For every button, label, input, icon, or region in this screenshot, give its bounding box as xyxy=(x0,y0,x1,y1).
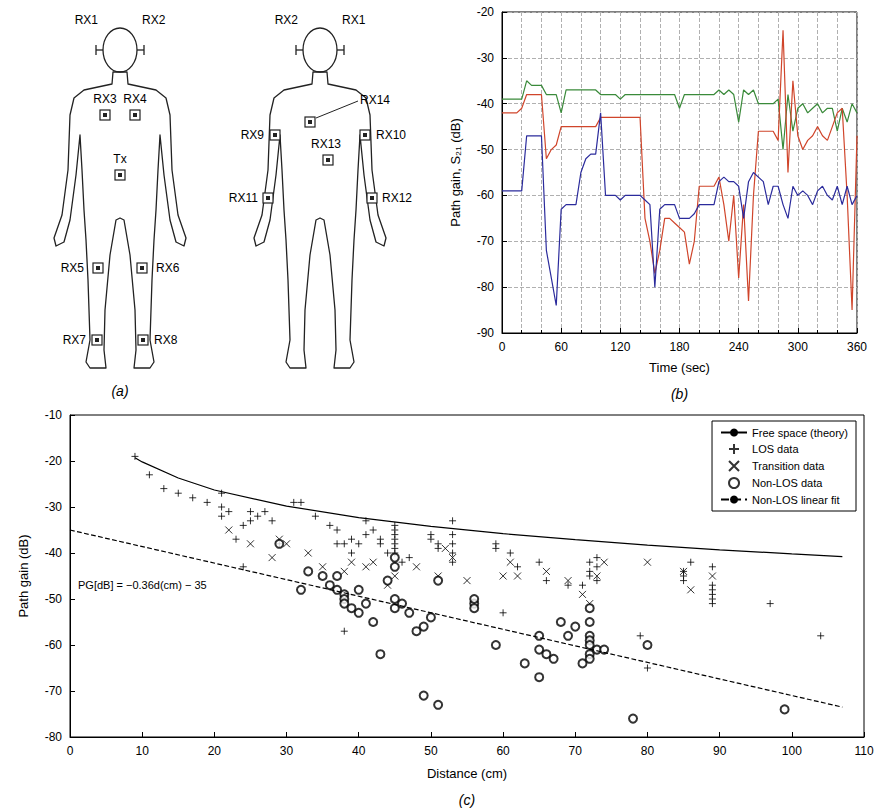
svg-text:-20: -20 xyxy=(45,454,63,468)
svg-text:RX1: RX1 xyxy=(75,13,99,27)
svg-text:50: 50 xyxy=(424,744,438,758)
svg-text:240: 240 xyxy=(729,340,749,354)
svg-text:-40: -40 xyxy=(45,546,63,560)
svg-text:90: 90 xyxy=(713,744,727,758)
svg-text:RX6: RX6 xyxy=(156,261,180,275)
svg-text:40: 40 xyxy=(352,744,366,758)
svg-text:110: 110 xyxy=(854,744,873,758)
svg-text:RX14: RX14 xyxy=(360,93,390,107)
svg-text:-60: -60 xyxy=(477,188,495,202)
svg-text:300: 300 xyxy=(788,340,808,354)
svg-text:RX7: RX7 xyxy=(63,333,87,347)
svg-text:10: 10 xyxy=(136,744,150,758)
svg-text:-80: -80 xyxy=(477,280,495,294)
svg-text:-70: -70 xyxy=(477,234,495,248)
svg-text:-30: -30 xyxy=(477,51,495,65)
svg-text:-90: -90 xyxy=(477,326,495,340)
svg-text:RX10: RX10 xyxy=(376,128,406,142)
svg-text:RX9: RX9 xyxy=(241,128,265,142)
svg-text:60: 60 xyxy=(496,744,510,758)
svg-text:-20: -20 xyxy=(477,5,495,19)
svg-text:100: 100 xyxy=(782,744,802,758)
svg-text:-50: -50 xyxy=(477,143,495,157)
svg-text:-60: -60 xyxy=(45,638,63,652)
svg-text:(a): (a) xyxy=(111,383,128,399)
svg-text:Tx: Tx xyxy=(113,152,126,166)
svg-text:RX8: RX8 xyxy=(154,333,178,347)
svg-text:-70: -70 xyxy=(45,684,63,698)
svg-text:RX11: RX11 xyxy=(229,191,258,205)
svg-text:RX2: RX2 xyxy=(275,13,299,27)
svg-text:-80: -80 xyxy=(45,730,63,744)
svg-text:RX12: RX12 xyxy=(382,191,412,205)
svg-text:Non-LOS data: Non-LOS data xyxy=(752,477,823,489)
svg-text:RX1: RX1 xyxy=(342,13,366,27)
svg-text:-30: -30 xyxy=(45,500,63,514)
svg-text:RX2: RX2 xyxy=(142,13,166,27)
svg-text:-50: -50 xyxy=(45,592,63,606)
svg-text:360: 360 xyxy=(847,340,867,354)
svg-text:Transition data: Transition data xyxy=(752,460,825,472)
svg-text:180: 180 xyxy=(669,340,689,354)
svg-text:0: 0 xyxy=(499,340,506,354)
svg-text:120: 120 xyxy=(610,340,630,354)
svg-text:Free space (theory): Free space (theory) xyxy=(752,427,848,439)
svg-text:RX5: RX5 xyxy=(61,261,85,275)
svg-text:RX13: RX13 xyxy=(311,137,341,151)
svg-text:LOS data: LOS data xyxy=(752,443,799,455)
svg-text:Non-LOS linear fit: Non-LOS linear fit xyxy=(752,494,839,506)
svg-text:70: 70 xyxy=(569,744,583,758)
svg-text:60: 60 xyxy=(554,340,568,354)
svg-text:80: 80 xyxy=(641,744,655,758)
svg-text:-10: -10 xyxy=(45,408,63,422)
svg-text:30: 30 xyxy=(280,744,294,758)
svg-text:20: 20 xyxy=(208,744,222,758)
svg-text:(c): (c) xyxy=(459,792,475,808)
svg-text:Time (sec): Time (sec) xyxy=(649,360,710,375)
svg-text:-40: -40 xyxy=(477,97,495,111)
svg-text:RX3: RX3 xyxy=(93,92,117,106)
svg-text:(b): (b) xyxy=(671,386,688,402)
svg-text:0: 0 xyxy=(67,744,74,758)
svg-text:RX4: RX4 xyxy=(123,92,147,106)
svg-text:Distance (cm): Distance (cm) xyxy=(427,766,507,781)
svg-text:PG[dB] = −0.36d(cm) − 35: PG[dB] = −0.36d(cm) − 35 xyxy=(78,579,207,591)
svg-text:Path gain, S₂₁ (dB): Path gain, S₂₁ (dB) xyxy=(448,118,463,226)
svg-text:Path gain (dB): Path gain (dB) xyxy=(16,534,31,617)
